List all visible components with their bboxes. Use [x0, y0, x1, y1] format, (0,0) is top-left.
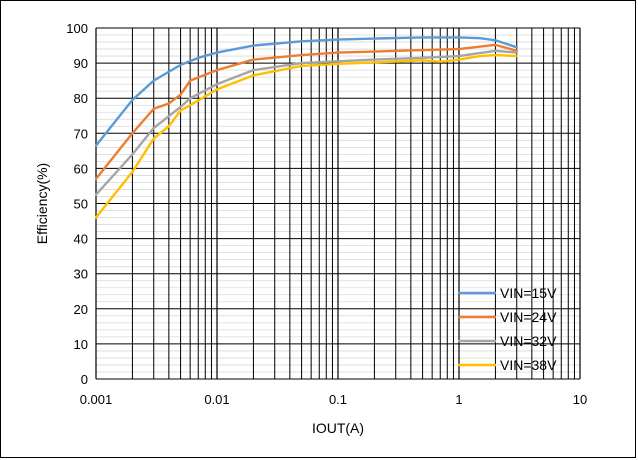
- series-line-2: [94, 43, 518, 181]
- y-tick-label: 90: [74, 56, 88, 71]
- legend-label-3: VIN=32V: [500, 333, 557, 349]
- x-tick-label: 0.001: [80, 392, 113, 407]
- x-tick-labels: 0.001 0.01 0.1 1 10: [80, 392, 588, 407]
- legend-label-1: VIN=15V: [500, 285, 557, 301]
- x-tick-label: 0.1: [329, 392, 347, 407]
- x-axis-title: IOUT(A): [312, 420, 364, 436]
- legend-label-4: VIN=38V: [500, 357, 557, 373]
- series-line-4: [94, 53, 518, 219]
- y-tick-label: 40: [74, 232, 88, 247]
- series-line-1: [94, 36, 518, 147]
- y-tick-label: 60: [74, 161, 88, 176]
- y-tick-label: 100: [66, 21, 88, 36]
- x-tick-label: 10: [573, 392, 587, 407]
- legend: VIN=15V VIN=24V VIN=32V VIN=38V: [458, 285, 557, 373]
- y-tick-label: 0: [81, 372, 88, 387]
- y-tick-label: 70: [74, 126, 88, 141]
- legend-label-2: VIN=24V: [500, 309, 557, 325]
- series-lines: [94, 36, 518, 219]
- y-tick-label: 20: [74, 302, 88, 317]
- x-tick-label: 1: [455, 392, 462, 407]
- y-tick-label: 80: [74, 91, 88, 106]
- y-tick-labels: 0 10 20 30 40 50 60 70 80 90 100: [66, 21, 88, 387]
- y-tick-label: 10: [74, 337, 88, 352]
- y-tick-label: 30: [74, 267, 88, 282]
- x-tick-label: 0.01: [204, 392, 229, 407]
- grid: [95, 27, 581, 380]
- y-axis-title: Efficiency(%): [34, 163, 50, 244]
- series-line-3: [94, 49, 518, 196]
- y-tick-label: 50: [74, 197, 88, 212]
